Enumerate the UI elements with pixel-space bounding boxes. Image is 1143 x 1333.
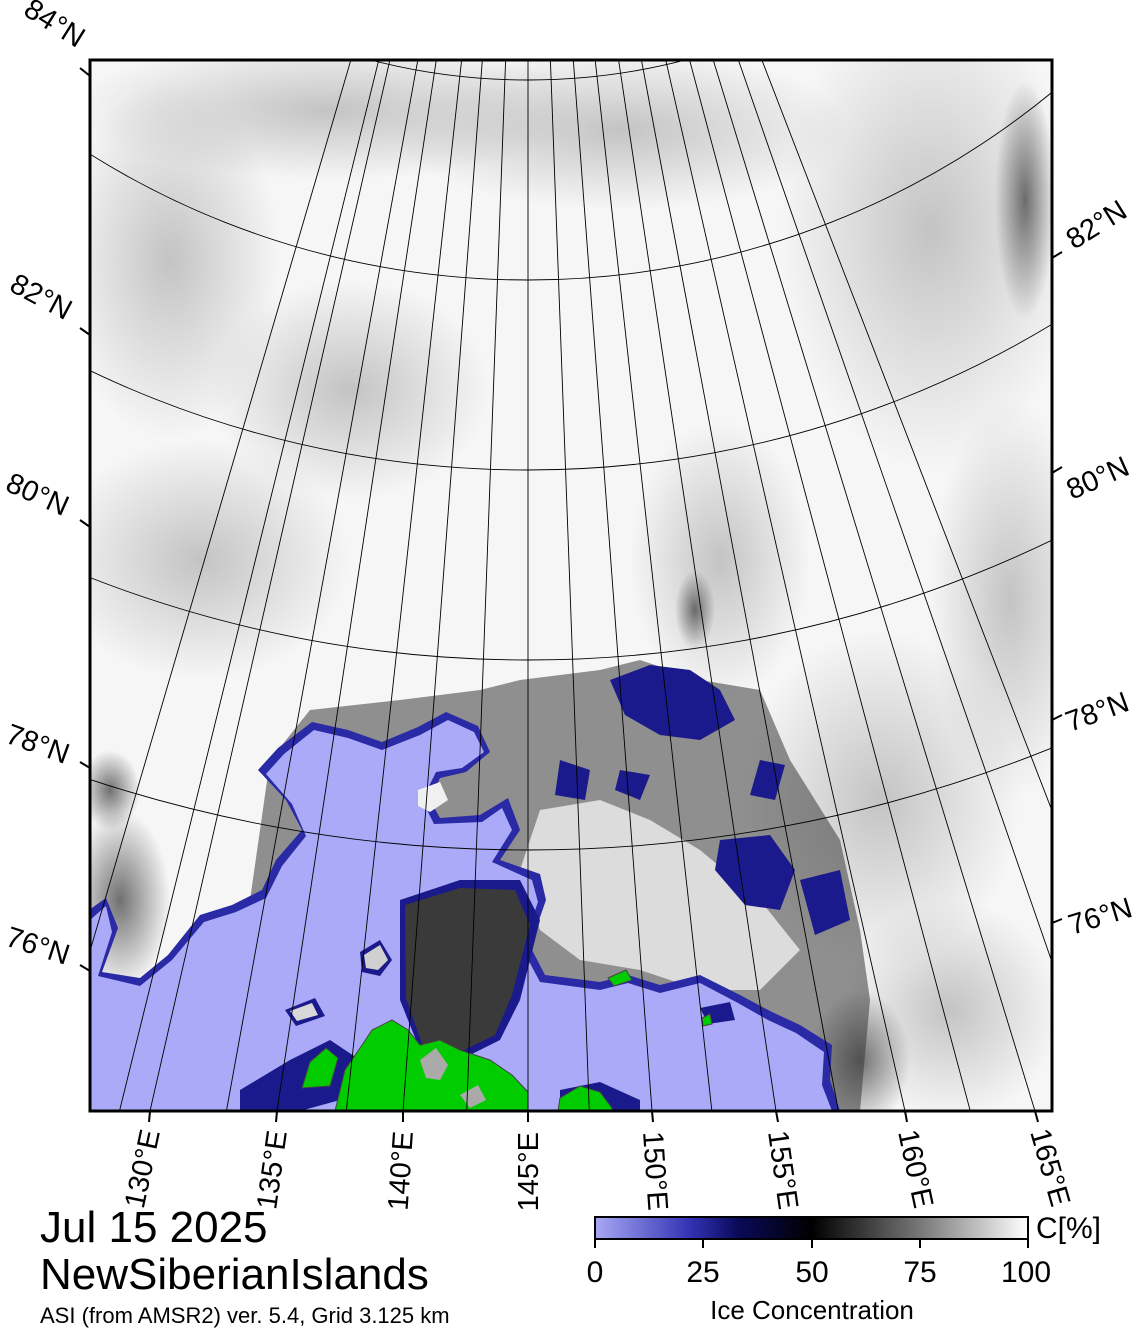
lon-label-165: 165°E: [1023, 1125, 1076, 1210]
region-name: NewSiberianIslands: [40, 1250, 429, 1299]
lat-label-84-left: 84°N: [18, 0, 90, 54]
longitude-labels: 130°E 135°E 140°E 145°E 150°E 155°E 160°…: [119, 1125, 1076, 1212]
colorbar-unit: C[%]: [1036, 1212, 1102, 1245]
lat-label-78-right: 78°N: [1061, 686, 1133, 738]
lon-label-160: 160°E: [891, 1127, 939, 1211]
lat-label-76-right: 76°N: [1065, 892, 1136, 942]
lat-label-80-left: 80°N: [1, 467, 73, 523]
lon-label-140: 140°E: [383, 1130, 420, 1211]
colorbar-tick-25: 25: [686, 1256, 720, 1289]
lat-label-82-left: 82°N: [5, 268, 77, 327]
lat-label-82-right: 82°N: [1061, 194, 1133, 255]
map-frame: [88, 58, 1054, 1113]
lon-label-155: 155°E: [761, 1129, 804, 1212]
latitude-axis: [79, 67, 1063, 972]
colorbar-tick-50: 50: [795, 1256, 829, 1289]
lon-label-130: 130°E: [119, 1127, 167, 1211]
meridians: [90, 60, 1052, 1111]
lon-label-150: 150°E: [636, 1130, 673, 1211]
longitude-axis: [148, 1110, 1039, 1123]
lat-label-78-left: 78°N: [2, 719, 74, 771]
map-date: Jul 15 2025: [40, 1203, 268, 1252]
colorbar-tick-75: 75: [903, 1256, 937, 1289]
lon-label-135: 135°E: [251, 1129, 294, 1212]
land: [301, 969, 713, 1111]
map-field: [90, 60, 1052, 1111]
data-source: ASI (from AMSR2) ver. 5.4, Grid 3.125 km: [40, 1303, 450, 1328]
colorbar-tick-100: 100: [1000, 1256, 1052, 1289]
graticule: [90, 60, 1052, 1111]
colorbar-gradient: [594, 1216, 1029, 1240]
lat-label-80-right: 80°N: [1062, 451, 1134, 507]
colorbar-tick-0: 0: [586, 1256, 604, 1289]
lat-label-76-left: 76°N: [2, 921, 74, 971]
colorbar-title: Ice Concentration: [710, 1295, 914, 1325]
colorbar: [594, 1216, 1029, 1248]
lon-label-145: 145°E: [513, 1132, 545, 1211]
